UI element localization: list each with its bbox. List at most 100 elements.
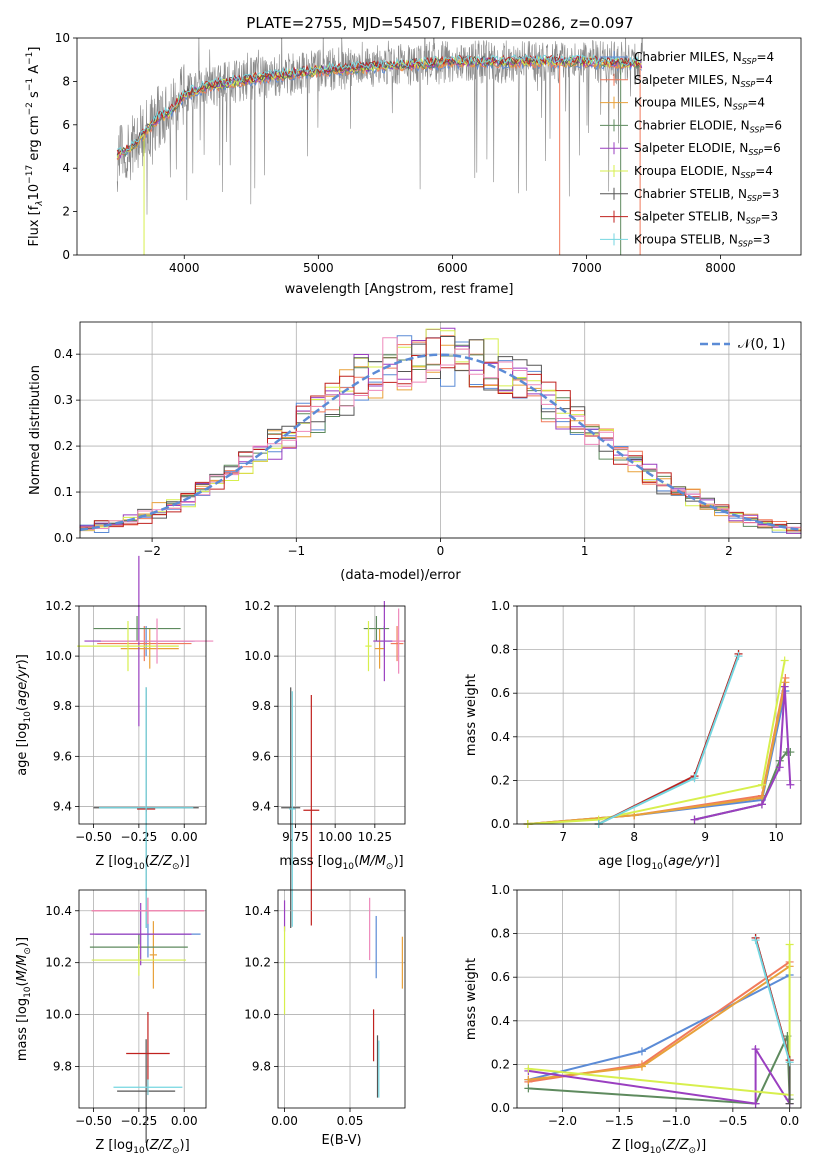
errorbar-point-salpeter-elodie — [89, 902, 192, 966]
errorbar-point-kroupa-elodie — [91, 944, 187, 976]
weight-marker — [524, 1075, 533, 1084]
weight-line-kroupa-miles — [528, 965, 791, 1081]
x-axis-label: age [log10(age/yr)] — [598, 854, 720, 872]
model-spectrum-salpeter-miles — [116, 58, 643, 161]
weight-marker — [524, 1084, 533, 1093]
y-tick-label: 6 — [62, 118, 70, 132]
x-tick-label: −2.0 — [548, 1114, 577, 1128]
x-axis-label: mass [log10(M/M⊙)] — [279, 854, 403, 872]
legend-label: Salpeter ELODIE, NSSP=6 — [634, 141, 781, 157]
axes-frame — [516, 889, 802, 1109]
y-tick-label: 0.6 — [491, 970, 510, 984]
errorbar-point-kroupa-stelib — [113, 1079, 183, 1096]
y-tick-label: 0.0 — [54, 531, 73, 545]
y-tick-label: 1.0 — [491, 883, 510, 897]
errorbar-point-kroupa-stelib — [289, 691, 296, 927]
x-axis-label: wavelength [Angstrom, rest frame] — [285, 282, 514, 297]
weight-marker — [637, 1047, 646, 1056]
weight-marker — [757, 780, 766, 789]
errorbar-point-chabrier-stelib — [117, 1039, 176, 1144]
y-tick-label: 0.3 — [54, 393, 73, 407]
model-spectrum-kroupa-miles — [116, 57, 642, 160]
y-axis-label: mass weight — [464, 674, 479, 756]
x-tick-label: 4000 — [169, 261, 200, 275]
weight-line-chabrier-miles — [527, 690, 787, 825]
y-tick-label: 0.2 — [491, 773, 510, 787]
axes-frame — [277, 605, 406, 825]
y-axis-label: mass [log10(M/M⊙)] — [15, 937, 33, 1061]
x-tick-label: −1.0 — [661, 1114, 690, 1128]
axes-frame — [76, 37, 802, 256]
x-axis-label: Z [log10(Z/Z⊙)] — [95, 1138, 189, 1156]
axes-frame — [78, 889, 207, 1109]
panel-age_vs_mass: 9.75 10.00 10.25 9.4 9.6 9.8 10.0 10.2 mass [log… — [244, 599, 406, 928]
y-tick-label: 9.6 — [252, 749, 271, 763]
y-tick-label: 8 — [62, 74, 70, 88]
weight-marker — [524, 1064, 533, 1073]
y-tick-label: 10.0 — [244, 1008, 271, 1022]
x-tick-label: 0.0 — [780, 1114, 799, 1128]
x-tick-label: 9 — [701, 830, 709, 844]
model-spectrum-kroupa-stelib — [117, 54, 641, 154]
y-tick-label: 10.2 — [45, 956, 72, 970]
x-tick-label: −0.50 — [75, 830, 112, 844]
x-tick-label: 0.00 — [271, 1114, 298, 1128]
x-tick-label: −0.25 — [120, 1114, 157, 1128]
errorbar-point-pink — [392, 608, 405, 674]
y-axis-label: mass weight — [464, 958, 479, 1040]
x-tick-label: −1.5 — [605, 1114, 634, 1128]
plot-area — [89, 897, 205, 1144]
weight-line-chabrier-miles — [528, 974, 791, 1081]
errorbar-point-kroupa-elodie — [365, 621, 372, 672]
y-tick-label: 9.8 — [53, 1059, 72, 1073]
y-tick-label: 9.8 — [53, 699, 72, 713]
y-tick-label: 0.4 — [54, 347, 73, 361]
x-tick-label: 5000 — [303, 261, 334, 275]
weight-line-kroupa-elodie — [528, 944, 791, 1097]
y-tick-label: 0.2 — [491, 1057, 510, 1071]
panel-spectrum: 4000 5000 6000 7000 8000 0 2 4 6 8 10 Chabrier MILE… — [25, 31, 802, 297]
y-tick-label: 0.6 — [491, 686, 510, 700]
x-tick-label: −2 — [143, 544, 161, 558]
weight-marker — [751, 1099, 760, 1108]
errorbar-point-kroupa-miles — [120, 628, 179, 669]
plot-area — [116, 38, 643, 255]
weight-marker — [690, 815, 699, 824]
errorbar-point-kroupa-stelib — [98, 687, 194, 928]
x-tick-label: 2 — [725, 544, 733, 558]
axes-frame — [277, 889, 406, 1109]
errorbar-point-kroupa-elodie — [77, 621, 179, 672]
y-tick-label: 9.8 — [252, 699, 271, 713]
panel-mass_weight_vs_Z: −2.0 −1.5 −1.0 −0.5 0.0 0.0 0.2 0.4 0.6 0.8 1.0 mas… — [464, 883, 802, 1156]
y-tick-label: 10 — [55, 31, 70, 45]
panel-mass_vs_EBV: 0.00 0.05 9.8 10.0 10.2 10.4 E(B-V) — [244, 889, 406, 1148]
y-axis-label: Flux [fλ10−17 erg cm−2 s−1 A−1] — [25, 47, 45, 247]
y-axis-label: Normed distribution — [28, 365, 43, 495]
legend-label: Chabrier MILES, NSSP=4 — [634, 50, 774, 66]
weight-marker — [780, 656, 789, 665]
legend-label: Chabrier STELIB, NSSP=3 — [634, 187, 779, 203]
x-tick-label: 10.00 — [318, 830, 352, 844]
weight-marker — [775, 763, 784, 772]
legend: 𝒩(0, 1) — [700, 337, 785, 352]
weight-marker — [751, 1045, 760, 1054]
errorbar-point-salpeter-miles — [390, 626, 404, 662]
weight-line-kroupa-elodie — [527, 660, 786, 825]
legend-label: Salpeter STELIB, NSSP=3 — [634, 210, 778, 226]
weight-marker — [785, 1099, 794, 1108]
x-tick-label: 8 — [630, 830, 638, 844]
x-tick-label: 0 — [437, 544, 445, 558]
legend-label: 𝒩(0, 1) — [738, 337, 785, 352]
plot-area — [77, 555, 214, 928]
panel-mass_vs_Z: −0.50 −0.25 0.00 9.8 10.0 10.2 10.4 mass [log10… — [15, 889, 207, 1156]
legend-label: Kroupa STELIB, NSSP=3 — [634, 232, 770, 248]
y-tick-label: 10.0 — [244, 649, 271, 663]
weight-marker — [637, 1062, 646, 1071]
x-tick-label: 0.00 — [171, 830, 198, 844]
x-tick-label: 7000 — [571, 261, 602, 275]
weight-marker — [781, 678, 790, 687]
y-tick-label: 9.4 — [53, 799, 72, 813]
x-tick-label: 7 — [559, 830, 567, 844]
errorbar-point-pink — [100, 618, 214, 664]
y-tick-label: 0.2 — [54, 439, 73, 453]
